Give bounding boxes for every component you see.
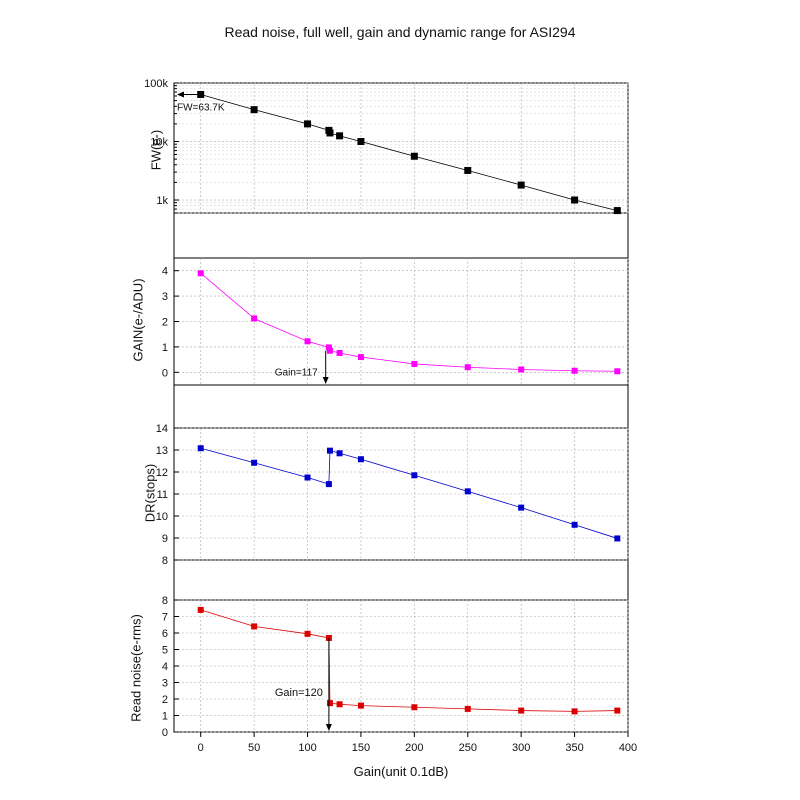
data-point xyxy=(517,181,525,189)
y-tick-label: 1 xyxy=(162,711,168,723)
chart-frame xyxy=(173,82,629,733)
annotation-arrowhead xyxy=(177,91,184,98)
data-point xyxy=(325,481,332,488)
data-point xyxy=(411,472,418,479)
y-tick-label: 0 xyxy=(162,367,168,379)
data-point xyxy=(518,707,525,714)
x-tick-label: 400 xyxy=(619,742,637,754)
data-point xyxy=(197,606,204,613)
data-point xyxy=(336,701,343,708)
y-tick-label: 3 xyxy=(162,291,168,303)
gain-axis-label: GAIN(e-/ADU) xyxy=(130,278,146,362)
y-tick-label: 10 xyxy=(156,511,168,523)
data-point xyxy=(357,138,365,146)
data-point xyxy=(326,129,334,137)
data-point xyxy=(571,196,579,204)
series-line xyxy=(200,272,618,372)
data-point xyxy=(326,347,333,354)
y-tick-label: 5 xyxy=(162,645,168,657)
y-tick-label: 8 xyxy=(162,555,168,567)
readnoise-annotation: Gain=120 xyxy=(275,687,323,699)
data-point xyxy=(251,459,258,466)
x-tick-label: 300 xyxy=(512,742,530,754)
data-point xyxy=(410,152,418,160)
y-tick-label: 14 xyxy=(156,423,168,435)
y-tick-label: 1 xyxy=(162,342,168,354)
data-point xyxy=(614,368,621,375)
y-tick-label: 100k xyxy=(144,78,168,90)
data-point xyxy=(518,366,525,373)
data-point xyxy=(464,705,471,712)
data-point xyxy=(411,704,418,711)
data-point xyxy=(336,349,343,356)
y-tick-label: 13 xyxy=(156,445,168,457)
data-point xyxy=(357,456,364,463)
chart-title: Read noise, full well, gain and dynamic … xyxy=(224,24,576,40)
dr-axis-label: DR(stops) xyxy=(142,463,158,523)
x-tick-label: 0 xyxy=(198,742,204,754)
y-tick-label: 9 xyxy=(162,533,168,545)
data-point xyxy=(571,708,578,715)
y-tick-label: 6 xyxy=(162,628,168,640)
fw-annotation: FW=63.7K xyxy=(177,102,225,113)
readnoise-axis-label: Read noise(e-rms) xyxy=(128,614,144,722)
data-point xyxy=(614,535,621,542)
data-point xyxy=(357,702,364,709)
data-point xyxy=(464,488,471,495)
data-point xyxy=(336,132,344,140)
data-point xyxy=(464,166,472,174)
data-point xyxy=(304,630,311,637)
series-line xyxy=(200,609,618,712)
y-tick-label: 3 xyxy=(162,678,168,690)
annotation-arrowhead xyxy=(325,724,332,731)
annotation-arrowhead xyxy=(322,377,329,384)
data-point xyxy=(411,360,418,367)
data-point xyxy=(197,445,204,452)
data-point xyxy=(197,270,204,277)
data-point xyxy=(304,474,311,481)
data-point xyxy=(251,623,258,630)
data-point xyxy=(336,450,343,457)
y-tick-label: 11 xyxy=(157,489,168,501)
y-tick-label: 8 xyxy=(162,595,168,607)
data-point xyxy=(571,521,578,528)
data-point xyxy=(571,367,578,374)
x-tick-label: 250 xyxy=(459,742,477,754)
y-tick-label: 12 xyxy=(156,467,168,479)
data-point xyxy=(614,707,621,714)
y-tick-label: 10k xyxy=(150,137,168,149)
series-line xyxy=(200,94,618,211)
data-point xyxy=(613,207,621,215)
data-point xyxy=(251,315,258,322)
y-tick-label: 4 xyxy=(162,661,168,673)
data-point xyxy=(325,344,332,351)
y-tick-label: 4 xyxy=(162,266,168,278)
data-point xyxy=(304,120,312,128)
y-tick-label: 2 xyxy=(162,317,168,329)
fw-axis-label: FW(e-) xyxy=(148,129,164,171)
data-point xyxy=(518,504,525,511)
data-point xyxy=(326,447,333,454)
x-axis-label: Gain(unit 0.1dB) xyxy=(353,764,449,779)
y-tick-label: 1k xyxy=(156,195,168,207)
series-line xyxy=(200,447,618,539)
data-point xyxy=(197,90,205,98)
data-point xyxy=(304,338,311,345)
y-tick-label: 2 xyxy=(162,694,168,706)
data-point xyxy=(250,106,258,114)
x-tick-label: 100 xyxy=(298,742,316,754)
gain-annotation: Gain=117 xyxy=(275,368,318,379)
y-tick-label: 0 xyxy=(162,727,168,739)
data-point xyxy=(326,700,333,707)
x-tick-label: 150 xyxy=(352,742,370,754)
x-tick-label: 350 xyxy=(565,742,583,754)
x-tick-label: 200 xyxy=(405,742,423,754)
data-point xyxy=(357,354,364,361)
data-point xyxy=(464,364,471,371)
x-tick-label: 50 xyxy=(248,742,260,754)
y-tick-label: 7 xyxy=(162,612,168,624)
